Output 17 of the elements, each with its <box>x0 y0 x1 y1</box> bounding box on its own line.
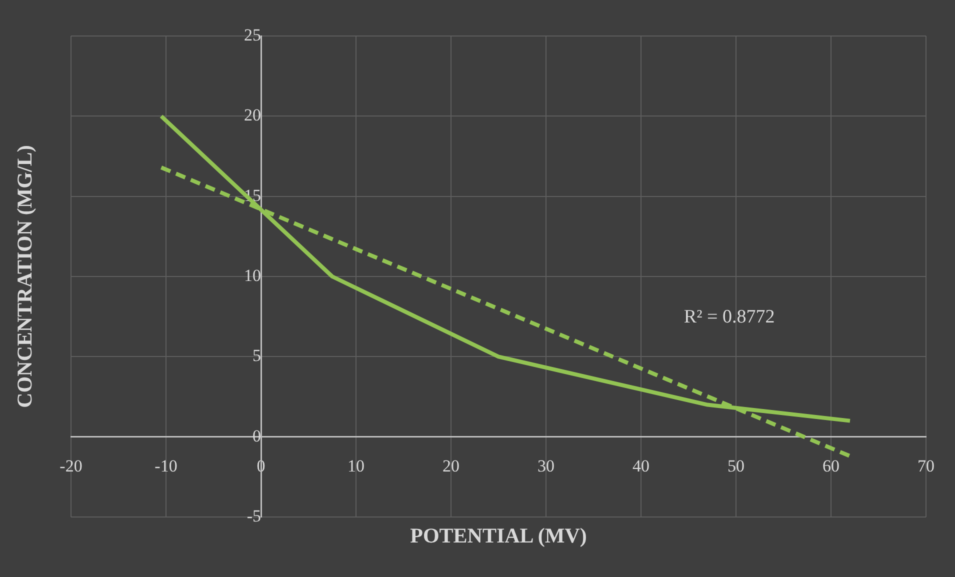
annotation: R² = 0.8772 <box>684 306 775 328</box>
x-tick-label: 60 <box>822 456 840 476</box>
y-axis-title: CONCENTRATION (MG/L) <box>12 145 36 408</box>
x-tick-label: -10 <box>154 456 178 476</box>
x-tick-label: 50 <box>728 456 744 476</box>
y-tick-label: 5 <box>252 346 261 366</box>
x-tick-label: 20 <box>442 456 460 476</box>
y-tick-label: -5 <box>246 506 261 526</box>
x-axis-title: POTENTIAL (MV) <box>410 523 587 548</box>
y-tick-label: 25 <box>244 25 261 44</box>
x-tick-label: 40 <box>632 456 650 476</box>
y-tick-label: 20 <box>244 106 261 125</box>
x-tick-label: 30 <box>538 456 554 476</box>
x-tick-label: 70 <box>918 456 934 476</box>
x-tick-label: 10 <box>348 456 364 476</box>
x-tick-label: -20 <box>60 456 82 476</box>
y-tick-label: 10 <box>244 266 261 285</box>
